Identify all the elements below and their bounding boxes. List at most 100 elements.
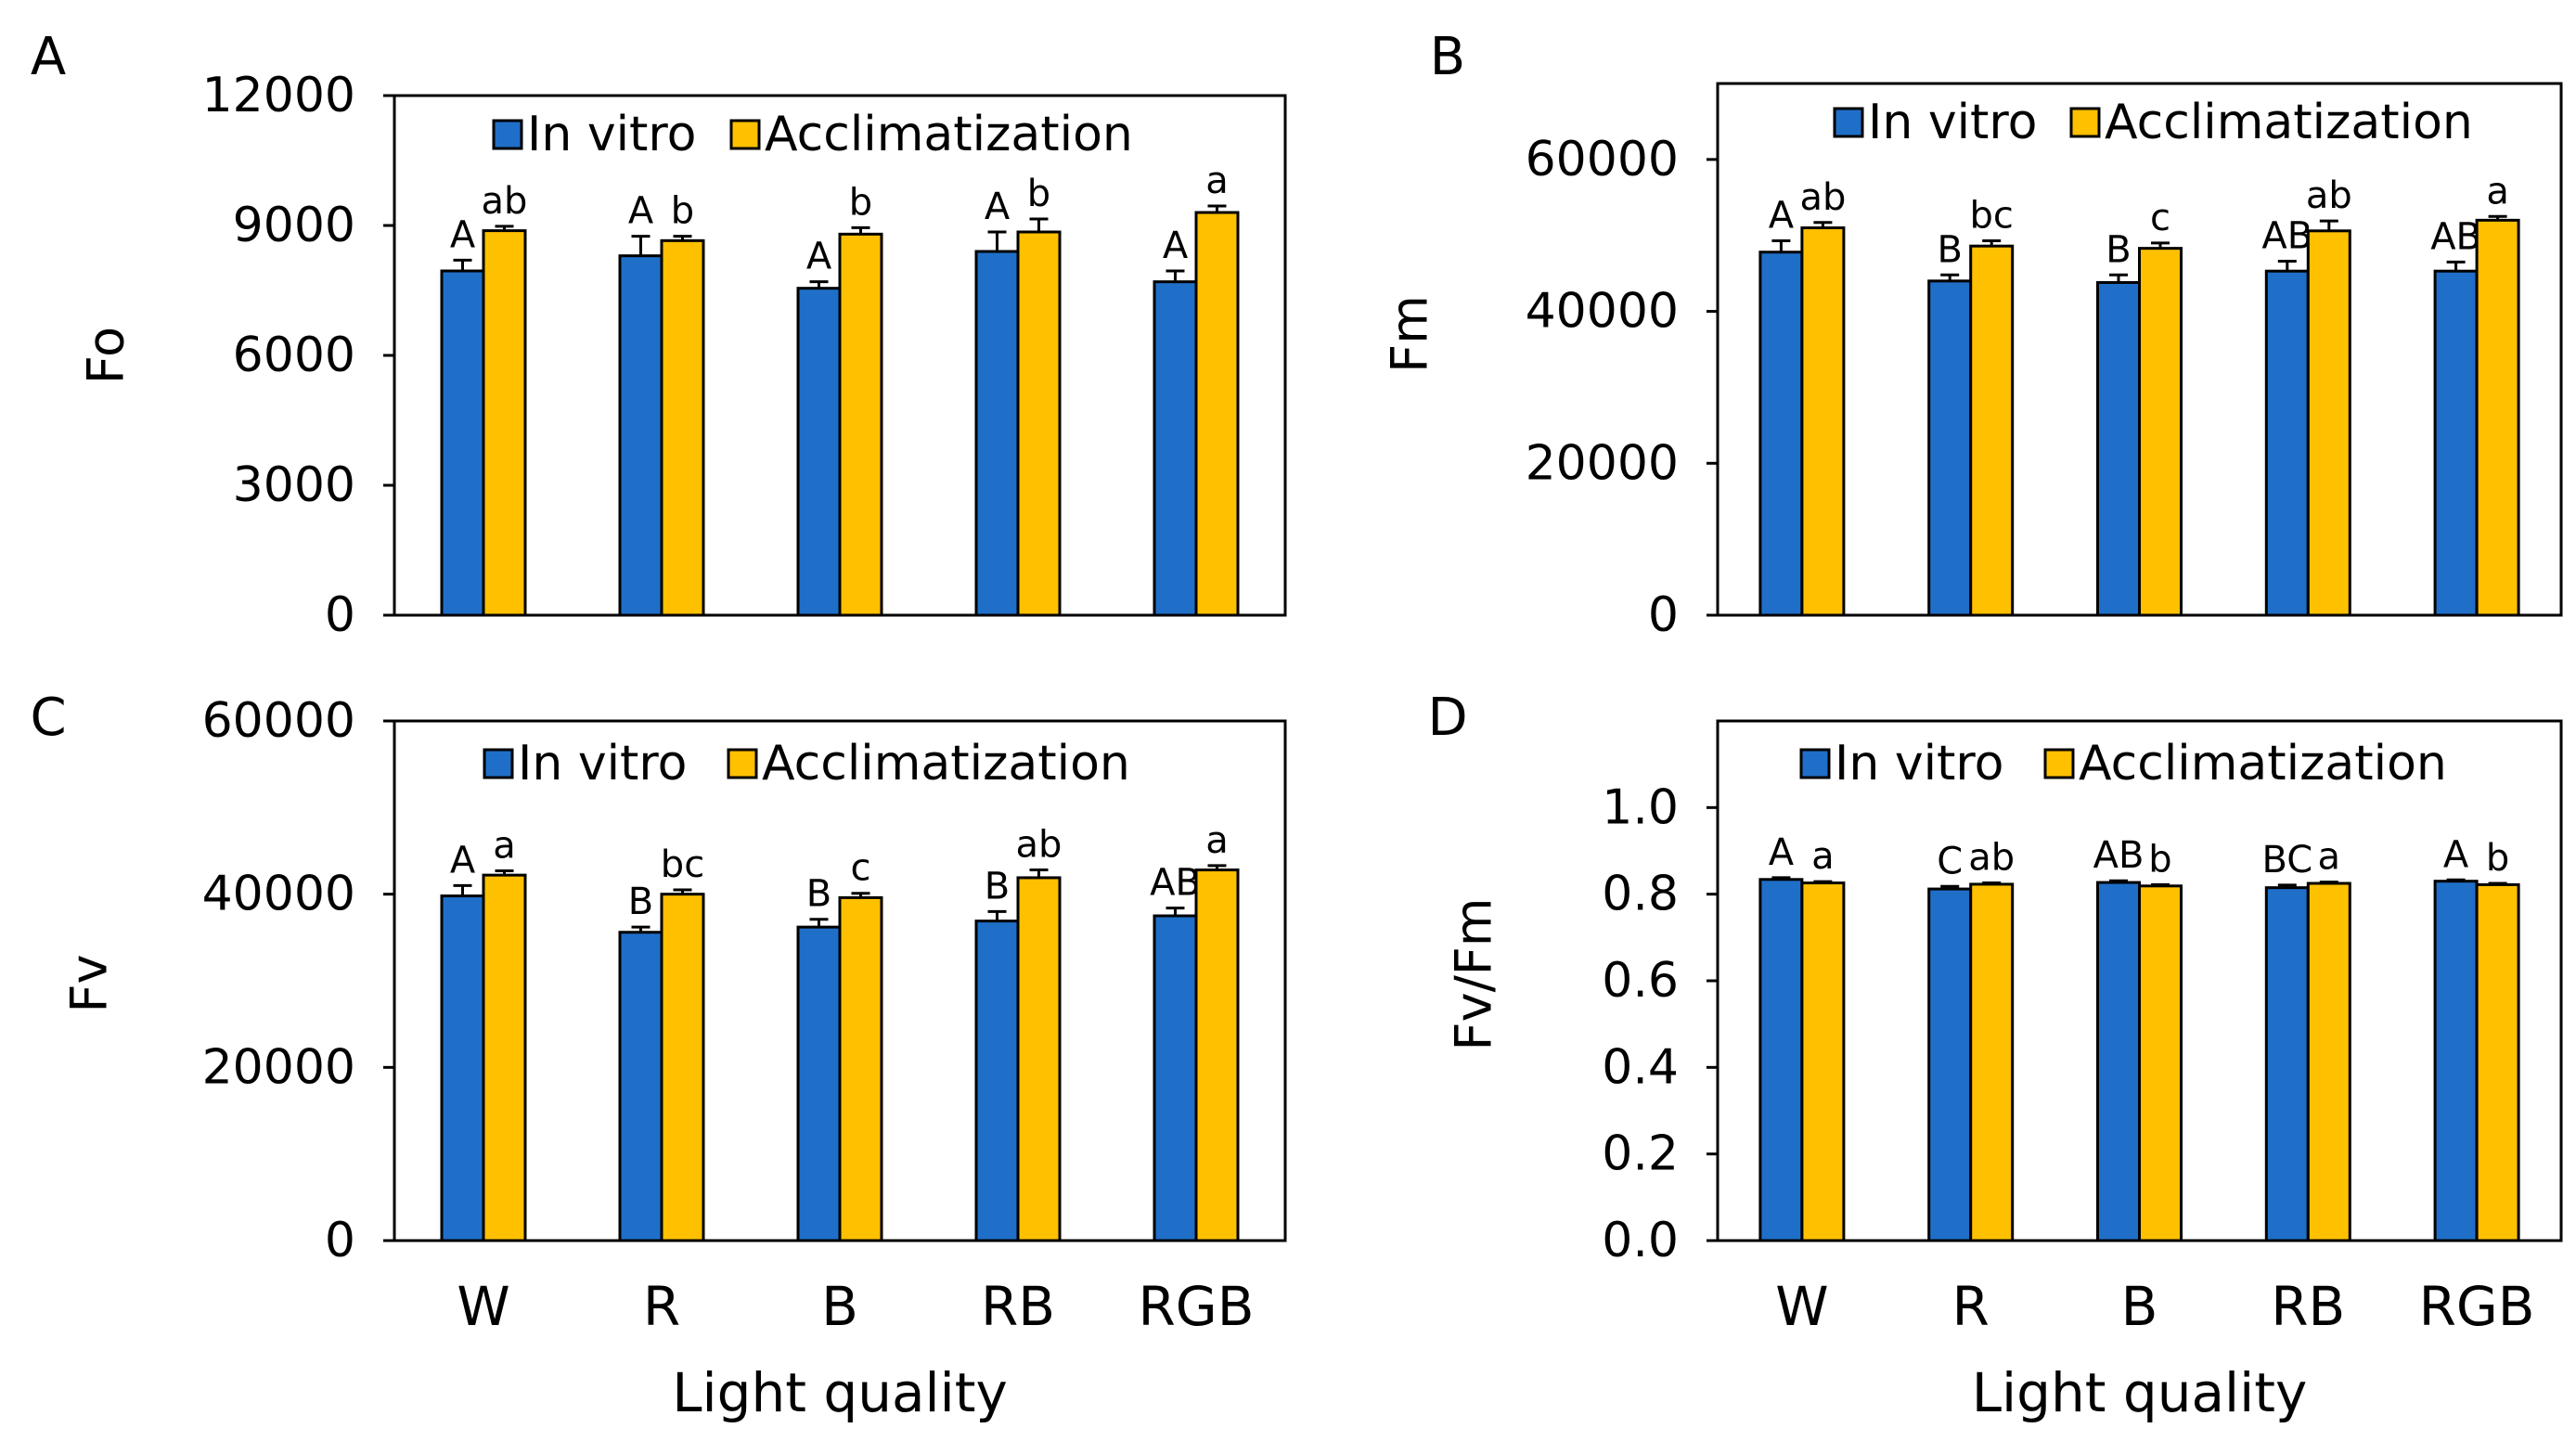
bar: [482, 873, 527, 1242]
panel-label: C: [30, 688, 66, 748]
legend-label: Acclimatization: [2105, 95, 2473, 150]
series-in-vitro: AB B AB AB: [1758, 194, 2481, 617]
significance-letter: b: [849, 181, 872, 224]
legend-swatch: [492, 119, 523, 150]
legend: In vitro Acclimatization: [483, 736, 1130, 791]
significance-letter: a: [2486, 170, 2509, 212]
bar: [2433, 880, 2479, 1242]
series-in-vitro: A C AB BC A: [1758, 831, 2479, 1242]
y-axis-label: Fo: [77, 327, 135, 384]
panel-label: B: [1430, 27, 1465, 87]
significance-letter: A: [1769, 194, 1795, 237]
bar: [2475, 218, 2520, 617]
chart-panel-A: A 0 3000 6000 9000 12000 Fo A A A A Aab b b b a In vitro…: [31, 27, 1287, 643]
significance-letter: B: [1937, 228, 1962, 271]
significance-letter: AB: [2261, 215, 2312, 258]
bar: [974, 250, 1020, 617]
bar: [2306, 229, 2351, 617]
y-tick-label: 9000: [233, 198, 355, 253]
bar: [2264, 886, 2310, 1242]
bar: [2138, 884, 2183, 1242]
y-tick-label: 0.8: [1602, 867, 1679, 922]
significance-letter: B: [628, 881, 653, 923]
y-tick-label: 0: [325, 1213, 355, 1268]
bar: [1153, 280, 1198, 617]
legend-label: Acclimatization: [2079, 736, 2447, 791]
bar: [2433, 269, 2479, 617]
y-tick-label: 0.4: [1602, 1039, 1679, 1095]
x-axis-label: Light quality: [1972, 1361, 2308, 1424]
significance-letter: a: [1205, 819, 1229, 862]
bar: [2138, 247, 2183, 617]
bar: [1969, 244, 2015, 617]
bar: [618, 254, 663, 617]
significance-letter: c: [851, 847, 871, 890]
legend-label: In vitro: [1868, 95, 2037, 150]
y-tick-label: 0: [325, 587, 355, 643]
series-in-vitro: AB B B AB: [440, 839, 1201, 1242]
legend: In vitro Acclimatization: [1799, 736, 2447, 791]
bar: [2096, 280, 2141, 617]
bar: [660, 238, 705, 617]
significance-letter: BC: [2261, 839, 2312, 881]
y-tick-label: 0: [1648, 587, 1679, 643]
x-tick-label: RGB: [2419, 1275, 2535, 1338]
legend-swatch: [1833, 107, 1864, 138]
y-tick-label: 1.0: [1602, 779, 1679, 835]
x-tick-label: RGB: [1138, 1275, 1254, 1338]
bar: [2096, 881, 2141, 1242]
bar: [2306, 881, 2351, 1242]
significance-letter: b: [2148, 838, 2171, 881]
bar: [1758, 251, 1804, 617]
significance-letter: A: [450, 213, 476, 256]
significance-letter: a: [493, 824, 516, 867]
y-tick-label: 0.0: [1602, 1213, 1679, 1268]
legend-label: Acclimatization: [765, 107, 1133, 162]
series-acclimatization: a ab b a b: [1800, 835, 2520, 1242]
bar: [1016, 876, 1062, 1242]
y-tick-label: 20000: [1526, 435, 1679, 491]
bar: [618, 931, 663, 1242]
y-tick-label: 40000: [1526, 284, 1679, 340]
significance-letter: A: [1769, 831, 1795, 874]
bar: [2264, 269, 2310, 617]
bar: [1927, 279, 1973, 617]
y-tick-label: 6000: [233, 328, 355, 383]
legend-label: In vitro: [527, 107, 696, 162]
bar: [660, 893, 705, 1242]
bar: [2475, 882, 2520, 1242]
x-tick-label: R: [643, 1275, 680, 1338]
legend-swatch: [2043, 748, 2075, 779]
y-tick-label: 60000: [1526, 132, 1679, 187]
bar: [1927, 887, 1973, 1242]
y-tick-label: 40000: [202, 867, 355, 922]
significance-letter: A: [806, 236, 832, 278]
significance-letter: A: [628, 190, 654, 233]
significance-letter: A: [450, 839, 476, 881]
legend-swatch: [729, 119, 761, 150]
x-tick-label: RB: [981, 1275, 1055, 1338]
x-tick-label: B: [821, 1275, 858, 1338]
bar: [440, 269, 485, 617]
bar: [1800, 226, 1846, 617]
y-tick-label: 3000: [233, 457, 355, 513]
series-acclimatization: ab b b b a: [482, 160, 1240, 617]
significance-letter: B: [806, 873, 831, 916]
legend-label: In vitro: [518, 736, 687, 791]
y-tick-label: 20000: [202, 1039, 355, 1095]
significance-letter: ab: [1016, 824, 1063, 867]
bar: [974, 920, 1020, 1242]
significance-letter: bc: [661, 843, 704, 886]
x-axis-label: Light quality: [672, 1361, 1008, 1424]
significance-letter: a: [1205, 160, 1229, 202]
bar: [1016, 230, 1062, 617]
legend-swatch: [727, 748, 758, 779]
significance-letter: A: [2443, 833, 2469, 876]
panel-label: D: [1427, 688, 1467, 748]
significance-letter: a: [2318, 836, 2341, 879]
bar: [1194, 869, 1240, 1242]
significance-letter: b: [2486, 837, 2509, 880]
